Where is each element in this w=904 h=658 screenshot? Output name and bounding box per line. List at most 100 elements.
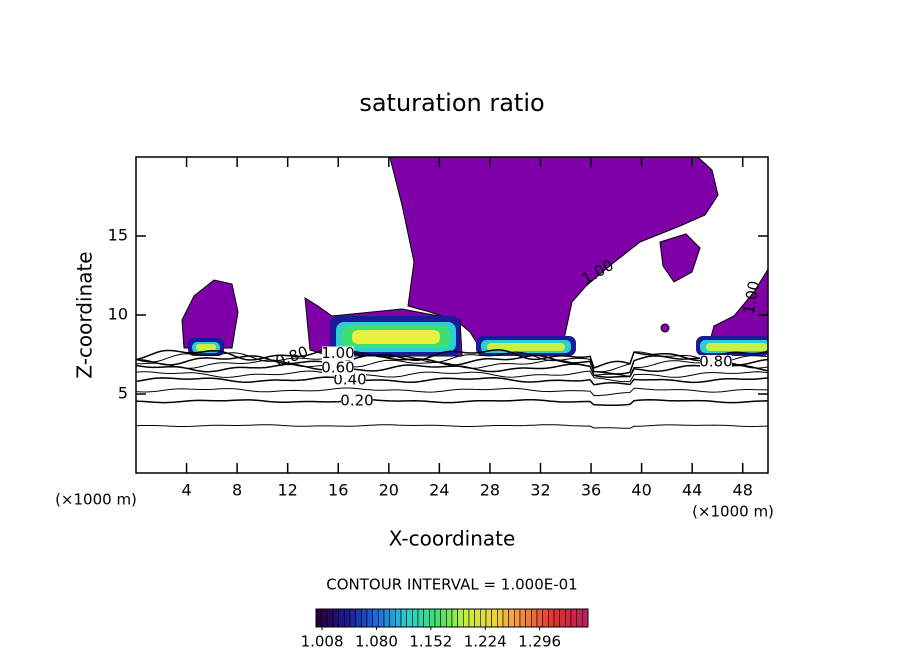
contour-label: 0.40: [333, 370, 366, 388]
x-tick-label: 32: [530, 481, 550, 500]
contour-line: [136, 376, 768, 386]
colorbar-cell: [531, 608, 538, 628]
colorbar-cell: [446, 608, 453, 628]
region: [389, 157, 719, 349]
x-tick-label: 40: [631, 481, 651, 500]
label-bg: [700, 355, 732, 370]
label-bg: [322, 360, 354, 375]
colorbar-cell: [332, 608, 339, 628]
colorbar-cell: [434, 608, 441, 628]
contour-label-text: 1.00: [740, 279, 764, 315]
contour-lines: 0.200.400.600.80 0.801.001.001.00: [136, 256, 768, 429]
colorbar-cell: [559, 608, 566, 628]
colorbar-cell: [468, 608, 475, 628]
colorbar-cell: [497, 608, 504, 628]
colorbar-cell: [457, 608, 464, 628]
colorbar-cell: [383, 608, 390, 628]
colorbar-cell: [480, 608, 487, 628]
contour-line: [136, 350, 768, 373]
colorbar-cell: [536, 608, 543, 628]
patch: [487, 343, 565, 351]
x-tick-label: 4: [181, 481, 191, 500]
y-tick-label: 5: [118, 384, 128, 403]
colorbar-cell: [548, 608, 555, 628]
colorbar-tick-label: 1.296: [518, 633, 561, 651]
colorbar-cell: [525, 608, 532, 628]
x-tick-label: 24: [429, 481, 449, 500]
contour-label-text: 0.20: [340, 392, 373, 410]
contour-label-text: 0.60: [321, 358, 354, 376]
x-unit: (×1000 m): [692, 503, 774, 521]
colorbar-cell: [389, 608, 396, 628]
patch: [352, 330, 440, 344]
contour-line: [136, 424, 768, 429]
contour-label: 0.60: [321, 358, 354, 376]
colorbar-tick-label: 1.080: [355, 633, 398, 651]
regions: [181, 157, 768, 357]
colorbar-cell: [474, 608, 481, 628]
colorbar-cell: [355, 608, 362, 628]
colorbar-cell: [514, 608, 521, 628]
label-bg: [341, 394, 373, 409]
y-axis-label: Z-coordinate: [73, 251, 97, 378]
colorbar-cell: [406, 608, 413, 628]
colorbar-cell: [321, 608, 328, 628]
x-tick-label: 20: [379, 481, 399, 500]
contour-label: 1.00: [321, 344, 354, 362]
colorbar-cell: [542, 608, 549, 628]
colorbar-cell: [366, 608, 373, 628]
region: [181, 279, 239, 349]
colorbar-cell: [372, 608, 379, 628]
colorbar-cell: [327, 608, 334, 628]
region: [660, 323, 670, 333]
colorbar-cell: [344, 608, 351, 628]
contour-label-text: 0.80: [699, 353, 732, 371]
x-tick-label: 44: [682, 481, 702, 500]
colorbar-cell: [502, 608, 509, 628]
x-axis-label: X-coordinate: [389, 527, 516, 551]
y-tick-label: 10: [108, 305, 128, 324]
colorbar-cell: [361, 608, 368, 628]
colorbar-cell: [576, 608, 583, 628]
colorbar-cell: [349, 608, 356, 628]
contour-interval: CONTOUR INTERVAL = 1.000E-01: [326, 576, 577, 594]
chart-title: saturation ratio: [359, 89, 544, 117]
patch: [196, 344, 216, 351]
contour-line: [136, 363, 768, 378]
contour-label-text: 1.00: [321, 344, 354, 362]
colorbar-cell: [491, 608, 498, 628]
colorbar-cell: [315, 608, 322, 628]
label-bg: [334, 372, 366, 387]
colorbar-frame: [315, 608, 589, 628]
contour-label: 1.00: [740, 279, 764, 315]
x-tick-label: 28: [480, 481, 500, 500]
colorbar-cell: [451, 608, 458, 628]
x-tick-label: 16: [328, 481, 348, 500]
colorbar-cell: [400, 608, 407, 628]
colorbar-cell: [338, 608, 345, 628]
contour-label: 0.20: [340, 392, 373, 410]
colorbar: 1.008 1.080 1.152 1.224 1.296: [301, 608, 589, 651]
x-tick-label: 36: [581, 481, 601, 500]
colorbar-cell: [565, 608, 572, 628]
colorbar-cell: [378, 608, 385, 628]
contour-line: [136, 370, 768, 383]
patch: [706, 343, 768, 351]
x-tick-label: 12: [278, 481, 298, 500]
contour-line: [136, 398, 768, 407]
colorbar-tick-label: 1.152: [409, 633, 452, 651]
colorbar-cell: [417, 608, 424, 628]
contour-line: [136, 387, 768, 397]
x-tick-label: 8: [232, 481, 242, 500]
colorbar-cell: [423, 608, 430, 628]
region: [707, 268, 768, 349]
colorbar-cell: [582, 608, 589, 628]
region: [659, 233, 701, 283]
label-bg: [322, 346, 354, 361]
colorbar-cell: [570, 608, 577, 628]
colorbar-cell: [519, 608, 526, 628]
colorbar-cell: [463, 608, 470, 628]
colorbar-cell: [429, 608, 436, 628]
